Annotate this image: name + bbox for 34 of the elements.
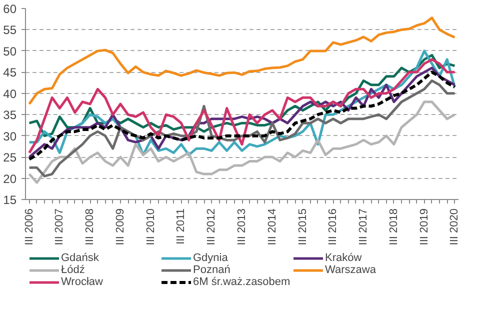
x-tick-label: III 2019 (418, 208, 430, 246)
legend-label: Wrocław (61, 276, 104, 288)
y-tick-label: 35 (3, 108, 17, 122)
x-tick-label: III 2020 (448, 208, 461, 246)
x-tick-label: III 2015 (296, 208, 309, 246)
x-tick-label: III 2006 (23, 208, 36, 246)
x-tick-label: III 2011 (175, 208, 188, 244)
x-tick-label: III 2016 (327, 208, 340, 246)
legend-label: Gdynia (193, 252, 229, 264)
x-tick-label: III 2013 (236, 208, 248, 246)
line-series (28, 16, 456, 106)
y-tick-label: 15 (3, 193, 17, 207)
y-tick-label: 60 (3, 2, 17, 16)
y-tick-label: 25 (3, 150, 17, 165)
x-tick-label: III 2017 (358, 208, 370, 246)
legend-label: Łódź (61, 264, 86, 276)
x-tick-label: III 2009 (114, 208, 126, 246)
y-tick-label: 40 (3, 86, 17, 101)
y-tick-label: 30 (3, 129, 17, 144)
x-tick-label: III 2012 (206, 208, 218, 246)
y-tick-label: 50 (3, 44, 17, 58)
y-tick-label: 55 (3, 23, 17, 38)
x-tick-label: III 2018 (388, 208, 400, 246)
legend-label: 6M śr.waż.zasobem (193, 276, 292, 288)
x-tick-label: III 2010 (144, 208, 157, 246)
y-tick-label: 20 (3, 172, 17, 186)
y-tick-label: 45 (3, 66, 17, 80)
legend-label: Gdańsk (61, 252, 100, 264)
x-tick-label: III 2008 (84, 208, 96, 246)
x-tick-label: III 2007 (54, 208, 66, 246)
legend-label: Warszawa (325, 264, 377, 276)
x-tick-label: III 2014 (266, 208, 278, 246)
legend-label: Kraków (325, 252, 363, 264)
legend-label: Poznań (193, 264, 232, 276)
